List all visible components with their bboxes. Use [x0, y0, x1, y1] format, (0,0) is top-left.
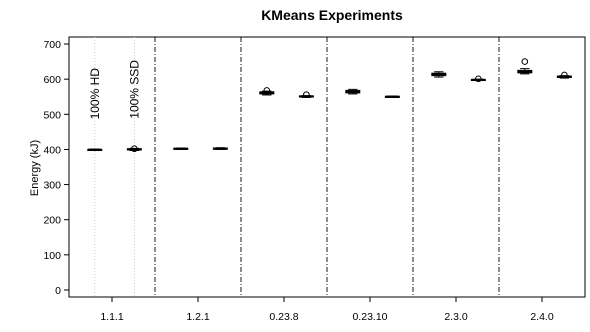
- y-axis-label: Energy (kJ): [29, 140, 41, 196]
- x-tick-label: 1.1.1: [100, 311, 124, 323]
- box-outlier: [475, 75, 482, 83]
- y-tick-label: 700: [43, 39, 61, 51]
- x-tick-label: 0.23.10: [352, 311, 387, 323]
- y-tick-label: 100: [43, 250, 61, 262]
- x-tick-label: 0.23.8: [269, 311, 298, 323]
- y-tick-label: 600: [43, 74, 61, 86]
- box-outlier: [263, 87, 271, 94]
- x-tick-label: 2.4.0: [530, 311, 554, 323]
- box-outlier: [131, 145, 138, 153]
- y-tick-label: 500: [43, 109, 61, 121]
- x-tick-label: 1.2.1: [186, 311, 210, 323]
- chart-title: KMeans Experiments: [261, 7, 403, 23]
- y-tick-label: 200: [43, 215, 61, 227]
- y-tick-label: 400: [43, 144, 61, 156]
- config-annotation: 100% HD: [88, 68, 102, 120]
- box-outlier: [521, 58, 529, 65]
- y-tick-label: 300: [43, 180, 61, 192]
- y-tick-label: 0: [55, 285, 61, 297]
- box-outlier: [303, 91, 310, 98]
- x-tick-label: 2.3.0: [444, 311, 468, 323]
- box-outlier: [561, 71, 568, 79]
- plot-area: 0 100 200 300 400 500 600 700 1.1.1 1.2.1 0.23.8 0.…: [43, 36, 586, 323]
- config-annotation: 100% SSD: [127, 60, 141, 119]
